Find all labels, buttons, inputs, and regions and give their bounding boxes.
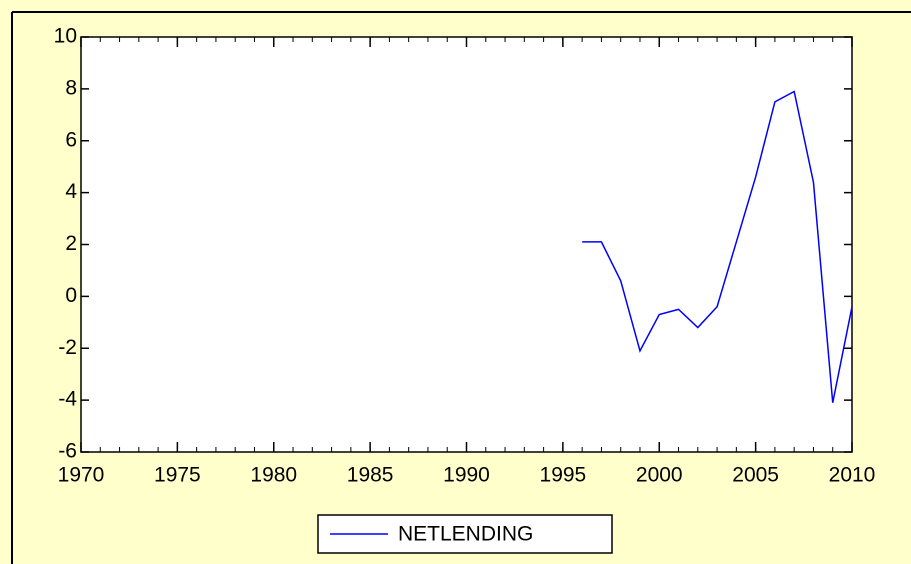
x-tick-label: 1990 (443, 464, 490, 487)
series-line (582, 90, 853, 403)
x-tick-label: 1970 (58, 464, 105, 487)
x-tick-label: 1975 (154, 464, 201, 487)
y-tick-label: 0 (65, 284, 77, 307)
y-tick-label: 10 (54, 25, 77, 48)
y-tick-label: -2 (58, 336, 77, 359)
y-tick-label: 6 (65, 128, 77, 151)
legend-box (317, 514, 613, 554)
y-tick-label: 8 (65, 76, 77, 99)
x-tick-label: 1985 (347, 464, 394, 487)
y-tick-label: 4 (65, 180, 77, 203)
x-tick-label: 1995 (540, 464, 587, 487)
y-tick-label: -6 (58, 440, 77, 463)
y-tick-label: -4 (58, 388, 77, 411)
x-tick-label: 2005 (732, 464, 779, 487)
plot-area (80, 36, 853, 453)
x-tick-label: 2010 (829, 464, 876, 487)
y-tick-label: 2 (65, 232, 77, 255)
legend-label: NETLENDING (398, 523, 533, 546)
x-tick-label: 1980 (250, 464, 297, 487)
x-tick-label: 2000 (636, 464, 683, 487)
